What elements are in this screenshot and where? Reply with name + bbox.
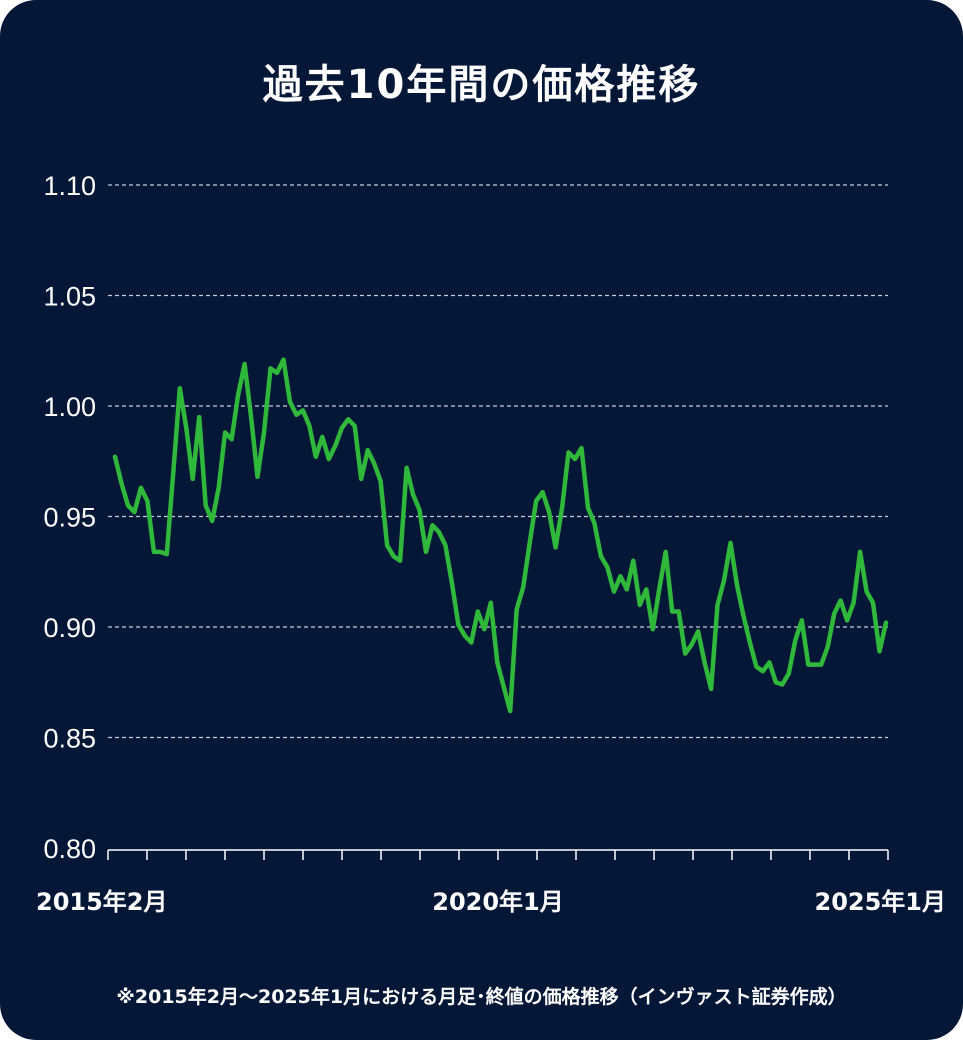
footnote: ※2015年2月〜2025年1月における月足･終値の価格推移（インヴァスト証券作… [116, 986, 847, 1008]
y-axis-ticks: 1.10 1.05 1.00 0.95 0.90 0.85 0.80 [43, 171, 96, 864]
y-tick-label: 0.90 [43, 613, 96, 643]
x-axis-tick-labels: 2015年2月 2020年1月 2025年1月 [36, 888, 946, 916]
series-line [112, 357, 889, 714]
chart-title: 過去10年間の価格推移 [262, 62, 701, 108]
y-tick-label: 0.80 [43, 834, 96, 864]
y-tick-label: 0.85 [43, 724, 96, 754]
y-tick-label: 0.95 [43, 503, 96, 533]
x-axis [107, 849, 889, 860]
x-tick-label: 2020年1月 [432, 888, 564, 916]
series-layer [112, 357, 889, 714]
x-tick-label: 2025年1月 [815, 888, 947, 916]
y-tick-label: 1.10 [43, 171, 96, 201]
y-tick-label: 1.05 [43, 282, 96, 312]
y-tick-label: 1.00 [43, 392, 96, 422]
x-tick-label: 2015年2月 [36, 888, 168, 916]
